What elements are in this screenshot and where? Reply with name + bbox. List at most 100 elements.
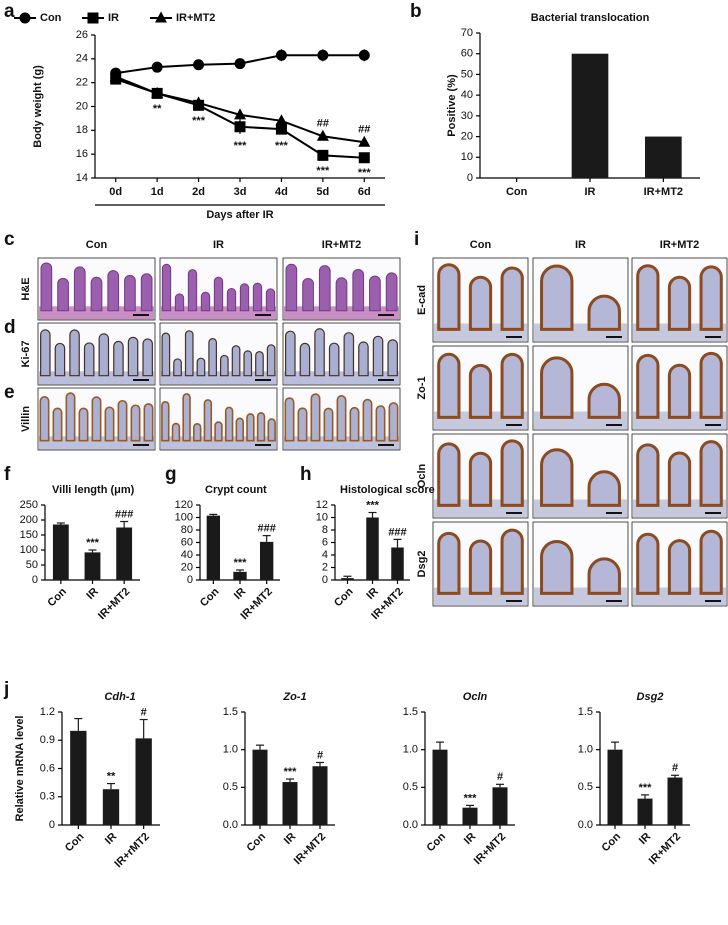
significance-label: ***	[234, 557, 248, 569]
y-tick-label: 120	[175, 499, 193, 511]
chart-title: Dsg2	[637, 691, 664, 703]
villus	[73, 266, 86, 312]
row-label: Ocln	[416, 463, 428, 488]
y-tick-label: 50	[26, 559, 38, 571]
villus	[500, 528, 524, 595]
marker	[234, 108, 246, 120]
y-tick-label: 0	[49, 819, 55, 831]
x-tick-label: IR	[84, 586, 100, 602]
villus	[266, 344, 276, 377]
bar	[70, 730, 87, 825]
chart-title: Crypt count	[205, 484, 267, 496]
villus	[310, 393, 321, 442]
villus	[83, 342, 95, 377]
y-tick-label: 24	[76, 53, 88, 65]
row-label: Villin	[20, 406, 32, 432]
villus	[200, 291, 211, 312]
villus	[335, 277, 348, 312]
villus	[336, 395, 347, 442]
villus	[252, 282, 263, 312]
y-tick-label: 250	[20, 499, 38, 511]
villus	[203, 399, 213, 442]
y-tick-label: 150	[20, 529, 38, 541]
chart-title: Cdh-1	[104, 691, 135, 703]
panel-letter: h	[300, 464, 312, 485]
y-tick-label: 0.5	[403, 781, 418, 793]
bar	[607, 749, 623, 825]
x-tick-label: 2d	[192, 186, 205, 198]
y-tick-label: 6	[322, 536, 328, 548]
villus	[90, 276, 103, 312]
villus	[193, 423, 202, 442]
y-tick-label: 0.0	[403, 819, 418, 831]
villus	[173, 358, 182, 377]
y-tick-label: 1.2	[40, 706, 55, 718]
micrograph	[432, 257, 529, 343]
micrograph	[631, 257, 728, 343]
legend-label: IR+MT2	[176, 12, 215, 24]
significance-label: ***	[366, 499, 380, 511]
villus	[40, 329, 51, 377]
marker	[193, 59, 205, 71]
micrograph	[282, 322, 401, 386]
villus	[69, 329, 80, 377]
villus	[540, 448, 574, 507]
villus	[182, 393, 191, 442]
x-tick-label: 1d	[151, 186, 164, 198]
marker	[358, 152, 370, 164]
villus	[587, 470, 621, 507]
y-tick-label: 100	[20, 544, 38, 556]
y-axis-label: Body weight (g)	[32, 65, 44, 148]
chart-title: Histological score	[340, 484, 435, 496]
column-header: Con	[470, 239, 492, 251]
marker	[317, 49, 329, 61]
x-tick-label: Con	[45, 585, 69, 609]
villus	[161, 263, 172, 312]
villus	[369, 275, 381, 312]
bar	[84, 552, 101, 580]
marker	[317, 149, 329, 161]
x-tick-label: IR+MT2	[644, 186, 683, 198]
villus	[235, 417, 244, 442]
villus	[243, 350, 253, 377]
x-tick-label: 3d	[234, 186, 247, 198]
y-tick-label: 20	[76, 100, 88, 112]
y-tick-label: 1.0	[403, 744, 418, 756]
villus	[127, 336, 139, 377]
y-tick-label: 0	[187, 574, 193, 586]
y-tick-label: 0.5	[578, 781, 593, 793]
villus	[387, 339, 398, 377]
y-tick-label: 4	[322, 549, 328, 561]
row-label: Dsg2	[416, 551, 428, 578]
significance-label: #	[497, 771, 503, 783]
villus	[667, 451, 692, 507]
significance-label: ***	[284, 766, 298, 778]
villus	[117, 399, 128, 442]
significance-label: ***	[275, 140, 289, 152]
x-tick-label: 6d	[358, 186, 371, 198]
marker	[358, 49, 370, 61]
villus	[78, 407, 89, 442]
villus	[174, 293, 185, 312]
villus	[587, 557, 621, 595]
bar	[312, 766, 328, 825]
x-tick-label: IR	[364, 586, 380, 602]
villus	[299, 342, 311, 377]
significance-label: ***	[192, 115, 206, 127]
villus	[57, 277, 69, 312]
villus	[636, 532, 660, 595]
significance-label: #	[672, 762, 678, 774]
bar	[366, 517, 379, 580]
villus	[187, 269, 198, 312]
villus	[636, 264, 660, 331]
y-tick-label: 10	[316, 511, 328, 523]
significance-label: ***	[358, 167, 372, 179]
villus	[142, 338, 153, 377]
legend-marker	[19, 12, 31, 24]
villus	[540, 356, 574, 419]
villus	[104, 406, 115, 442]
villus	[39, 396, 50, 442]
villus	[500, 352, 524, 419]
y-tick-label: 60	[181, 536, 193, 548]
y-tick-label: 40	[181, 549, 193, 561]
